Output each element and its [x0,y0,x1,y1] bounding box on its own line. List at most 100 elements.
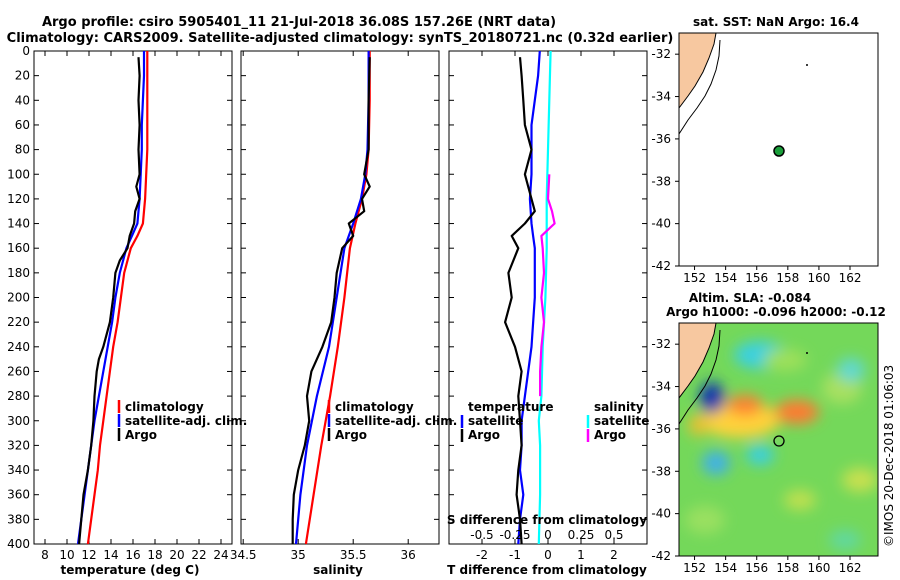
lat-tick-label: -40 [651,507,671,521]
y-tick-label: 20 [15,69,30,83]
t-difference-axis-label: T difference from climatology [447,563,647,577]
y-tick-label: 140 [7,217,30,231]
x-tick-label: 12 [81,548,96,562]
x-tick-label: 35 [291,548,306,562]
series-line-satellite-adj-clim- [294,51,370,545]
temperature-series [76,51,149,545]
australia-coast [678,32,717,110]
s-difference-axis-ticks: -0.5 -0.25 0 0.25 0.5 [470,528,623,542]
legend-label-s-argo: Argo [594,428,626,442]
sla-map-ticks: -32 -34 -36 -38 -40 -42 152 154 156 158 160 162 [651,337,861,575]
lon-tick-label: 156 [745,271,768,285]
lat-tick-label: -42 [651,549,671,563]
legend-label-climatology: climatology [125,400,204,414]
x-tick-label: 16 [125,548,140,562]
salinity-series [291,51,371,545]
x-tick-label: -2 [476,548,488,562]
island-marker [806,352,808,354]
salinity-axis-ticks: 34.5 35 35.5 36 [230,51,416,562]
y-tick-label: 340 [7,463,30,477]
lat-tick-label: -32 [651,47,671,61]
y-tick-label: 80 [15,143,30,157]
depth-axis-ticks: 0 20 40 60 80 100 120 140 160 180 200 220 240 260 280 3… [7,44,647,551]
series-line-argo [291,57,371,544]
difference-panel: -2 -1 0 1 2 -0.5 -0.25 0 0.25 0.5 S difference f… [447,50,649,577]
legend-label-satellite: satellite-adj. clim. [335,414,457,428]
lon-tick-label: 156 [745,561,768,575]
legend-label-satellite: satellite-adj. clim. [125,414,247,428]
t-difference-axis-ticks: -2 -1 0 1 2 [476,51,618,562]
sst-map: sat. SST: NaN Argo: 16.4 -32 -34 -36 -38 -40… [651,15,879,285]
lon-tick-label: 152 [683,271,706,285]
lat-tick-label: -40 [651,217,671,231]
lon-tick-label: 160 [807,271,830,285]
watermark: ©IMOS 20-Dec-2018 01:06:03 [882,365,896,547]
lat-tick-label: -34 [651,90,671,104]
lat-tick-label: -38 [651,464,671,478]
lon-tick-label: 152 [683,561,706,575]
header-line2: Climatology: CARS2009. Satellite-adjuste… [7,31,674,46]
temperature-axis-ticks: 8 10 12 14 16 18 20 22 24 [41,51,229,562]
series-line-temperature-argo [504,57,536,545]
y-tick-label: 280 [7,389,30,403]
lon-tick-label: 154 [714,561,737,575]
lat-tick-label: -36 [651,422,671,436]
y-tick-label: 320 [7,438,30,452]
y-tick-label: 40 [15,93,30,107]
legend-title-temperature: temperature [468,400,553,414]
sla-map-subtitle: Argo h1000: -0.096 h2000: -0.12 [666,305,886,319]
lon-tick-label: 160 [807,561,830,575]
s-difference-axis-label: S difference from climatology [447,513,647,527]
x-tick-label: 2 [610,548,618,562]
lat-tick-label: -32 [651,337,671,351]
legend-label-t-argo: Argo [468,428,500,442]
x-tick-label: 35.5 [340,548,367,562]
series-line-salinity-argo [538,174,556,397]
y-tick-label: 0 [22,44,30,58]
x-tick-label: 14 [103,548,118,562]
sst-map-ticks: -32 -34 -36 -38 -40 -42 152 154 156 158 160 162 [651,47,861,285]
y-tick-label: 180 [7,266,30,280]
salinity-plot-frame [240,50,440,545]
legend-label-s-satellite: satellite [594,414,649,428]
series-line-climatology [86,51,149,545]
x-tick-label: 36 [401,548,416,562]
lat-tick-label: -38 [651,174,671,188]
x-tick-label: 18 [147,548,162,562]
y-tick-label: 160 [7,241,30,255]
s-tick-label: 0.5 [604,528,623,542]
x-tick-label: -1 [509,548,521,562]
temperature-panel: 0204060801001201401601802002202402602803… [7,44,647,577]
lat-tick-label: -42 [651,259,671,273]
salinity-legend: climatology satellite-adj. clim. Argo [327,400,457,442]
s-tick-label: -0.5 [470,528,493,542]
lon-tick-label: 162 [839,561,862,575]
header-line1: Argo profile: csiro 5905401_11 21-Jul-20… [42,15,556,30]
lat-tick-label: -34 [651,380,671,394]
x-tick-label: 22 [191,548,206,562]
s-tick-label: 0.25 [568,528,595,542]
difference-series [504,50,556,545]
salinity-panel: 34.5 35 35.5 36 salinity climatology satell… [230,50,457,577]
salinity-axis-label: salinity [313,563,363,577]
lon-tick-label: 158 [776,271,799,285]
legend-label-argo: Argo [335,428,367,442]
x-tick-label: 10 [59,548,74,562]
argo-position-marker [773,435,785,447]
s-tick-label: 0 [544,528,552,542]
series-line-temperature-satellite [517,50,541,545]
x-tick-label: 0 [544,548,552,562]
y-tick-label: 360 [7,488,30,502]
y-tick-label: 240 [7,340,30,354]
y-tick-label: 300 [7,414,30,428]
sla-map: Altim. SLA: -0.084 Argo h1000: -0.096 h2… [651,291,885,575]
lon-tick-label: 154 [714,271,737,285]
x-tick-label: 20 [169,548,184,562]
lon-tick-label: 162 [839,271,862,285]
temperature-legend: climatology satellite-adj. clim. Argo [117,400,247,442]
y-tick-label: 60 [15,118,30,132]
x-tick-label: 1 [577,548,585,562]
y-tick-label: 260 [7,364,30,378]
temperature-plot-frame [33,50,233,545]
